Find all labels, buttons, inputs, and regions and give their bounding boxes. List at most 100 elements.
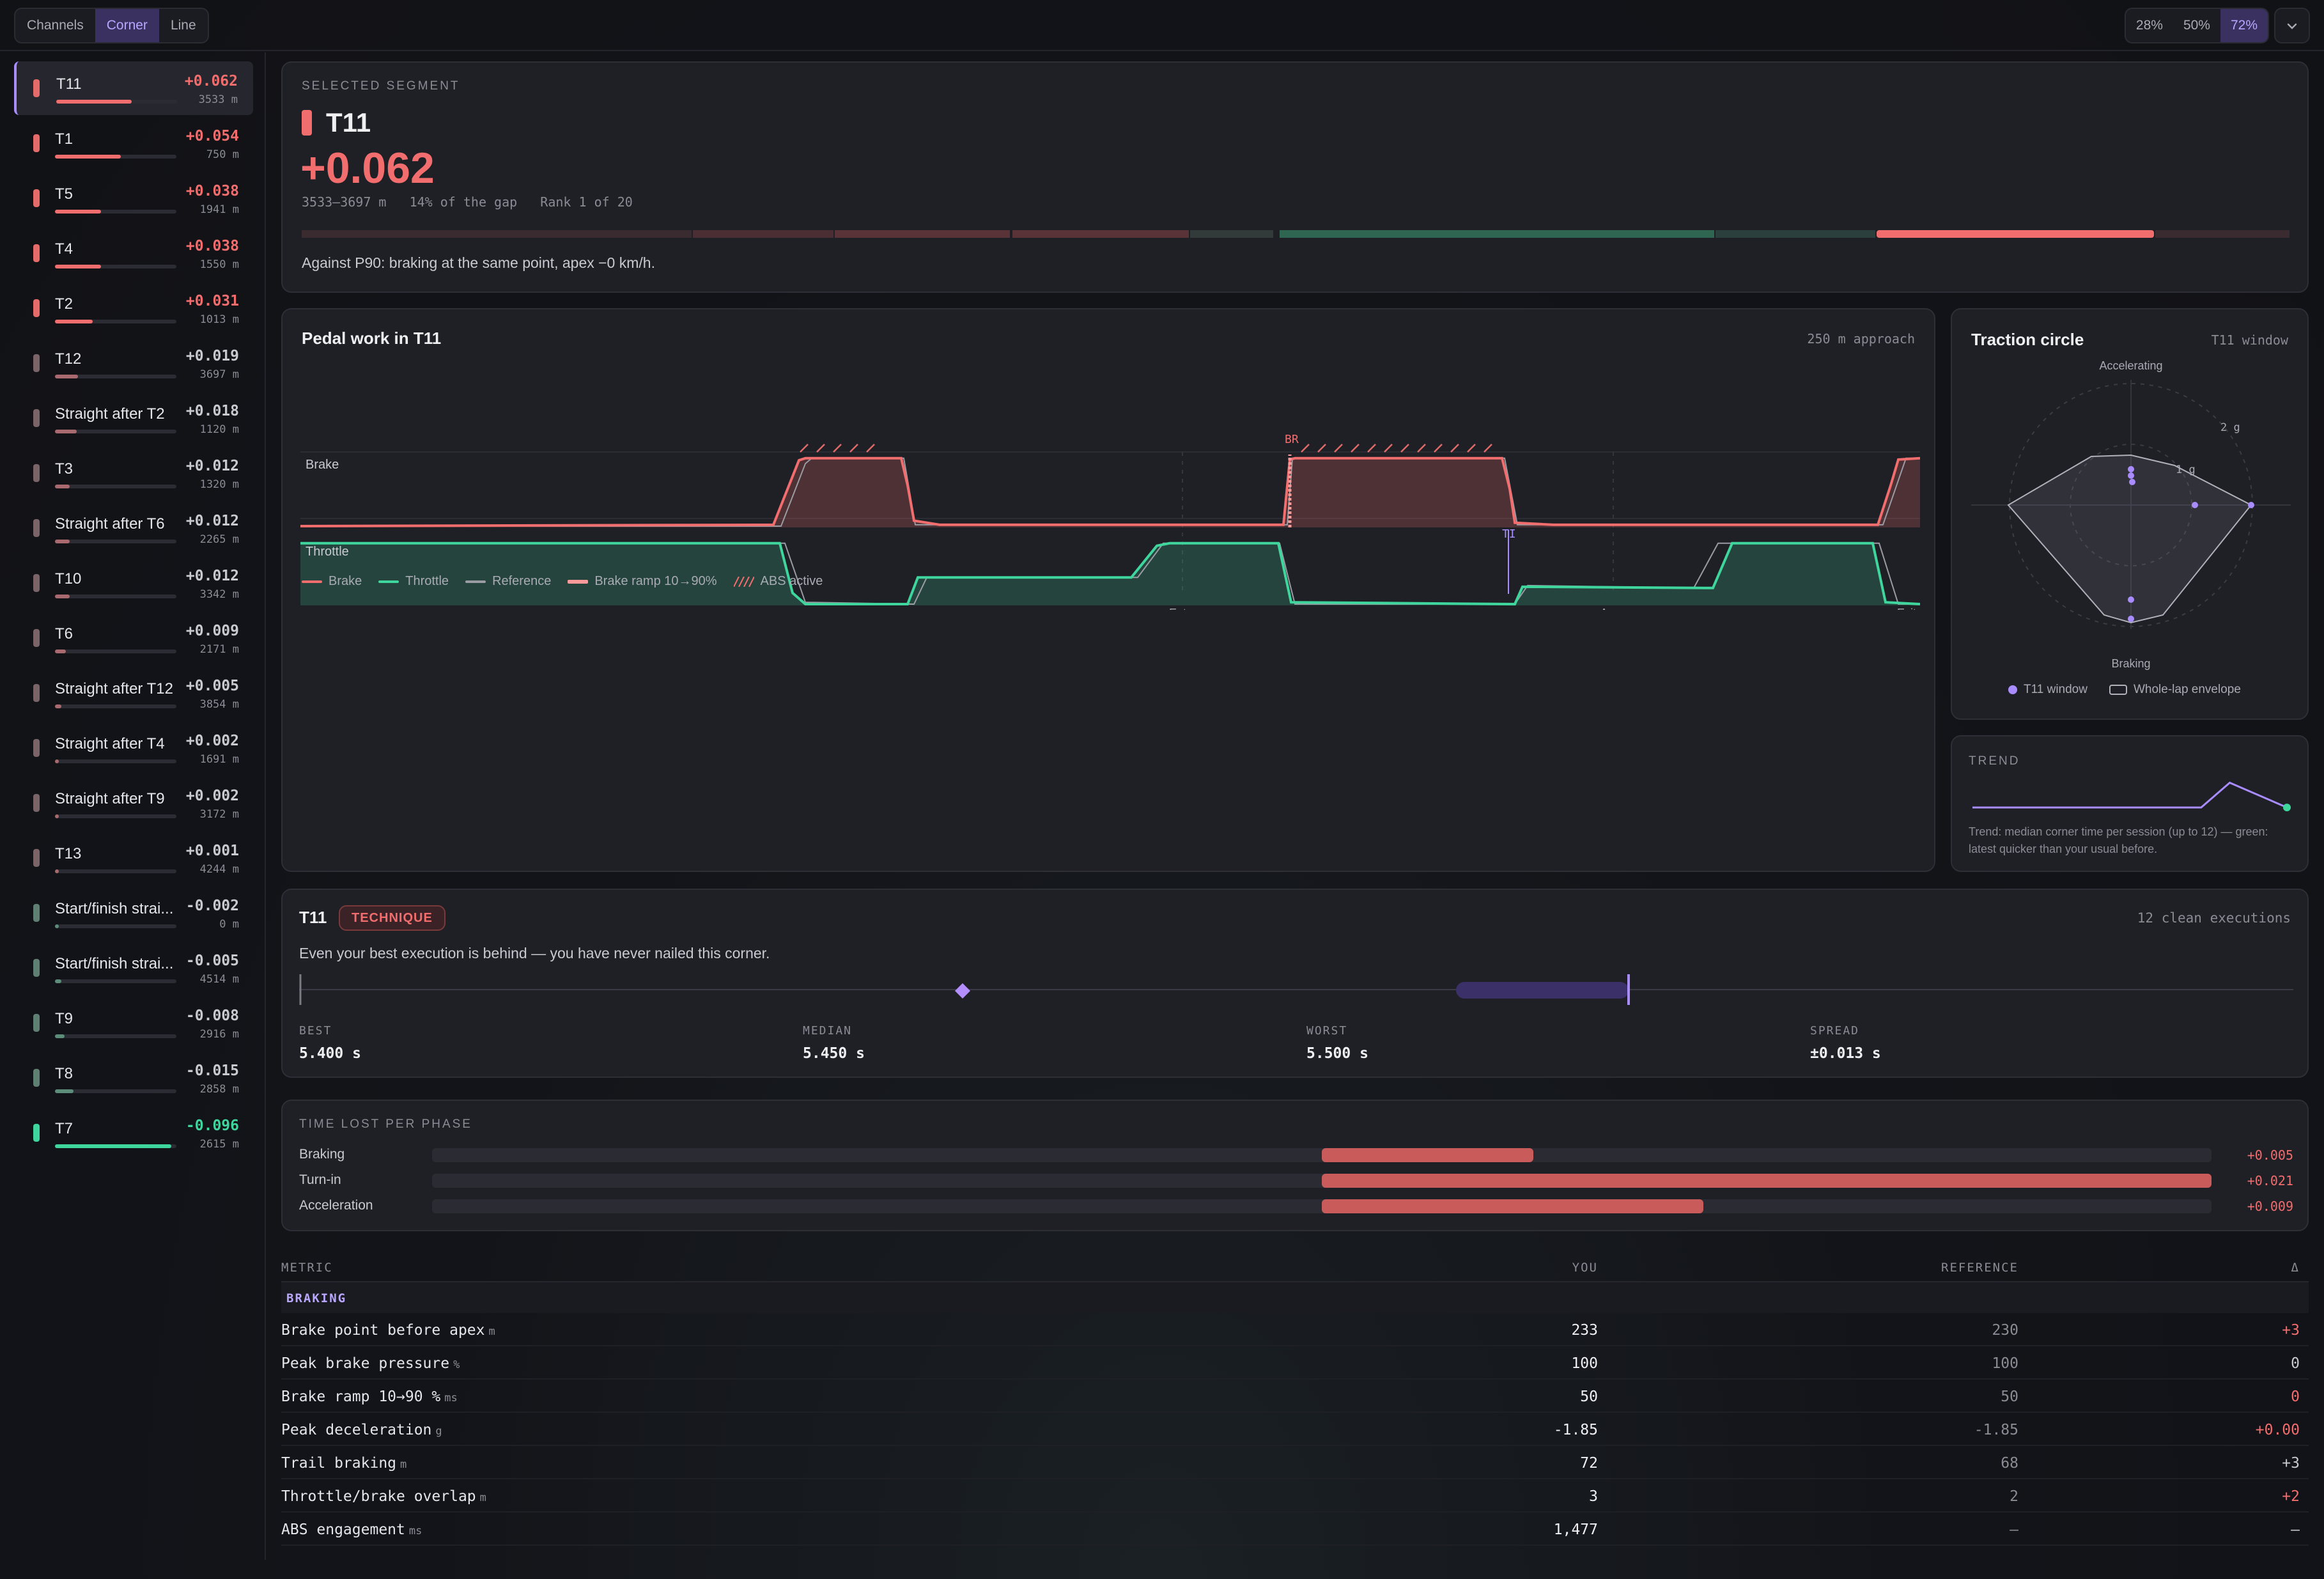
view-mode-line[interactable]: Line: [170, 18, 196, 33]
segment-range: 3533–3697 m: [302, 194, 387, 210]
corner-item[interactable]: Straight after T9 +0.002 3172 m: [15, 776, 254, 830]
corner-bar-fill: [56, 100, 132, 104]
corner-bar: [55, 1034, 176, 1038]
spread-band: [1456, 982, 1629, 999]
corner-bar: [55, 540, 176, 543]
segment-note: Against P90: braking at the same point, …: [302, 254, 655, 271]
corner-delta: -0.005: [185, 953, 239, 969]
corner-marker: [33, 409, 40, 427]
options-menu-button[interactable]: [2274, 8, 2310, 43]
corner-bar-fill: [55, 1144, 172, 1148]
corner-item[interactable]: T6 +0.009 2171 m: [15, 611, 254, 665]
trend-line: [1972, 781, 2288, 809]
corner-distance: 1320 m: [199, 478, 239, 491]
corner-distance: 3342 m: [199, 588, 239, 601]
traction-legend: T11 window Whole-lap envelope: [2008, 683, 2241, 697]
metric-row: Peak brake pressure% 100 100 0: [281, 1346, 2309, 1380]
metric-name: Brake point before apex m: [281, 1322, 495, 1339]
corner-bar-fill: [55, 595, 70, 598]
corner-bar-fill: [55, 759, 59, 763]
metric-name: Peak deceleration g: [281, 1422, 442, 1438]
abs-hatch: [1367, 444, 1376, 453]
corner-item[interactable]: Straight after T4 +0.002 1691 m: [15, 721, 254, 775]
corner-item[interactable]: T9 -0.008 2916 m: [15, 996, 254, 1050]
technique-corner: T11: [299, 908, 327, 927]
stat-median: MEDIAN 5.450 s: [803, 1024, 865, 1062]
metric-reference: 50: [2001, 1388, 2018, 1405]
abs-hatch: [1467, 444, 1476, 453]
corner-item[interactable]: Start/finish strai... -0.002 0 m: [15, 886, 254, 940]
corner-item[interactable]: Straight after T6 +0.012 2265 m: [15, 501, 254, 555]
col-reference: REFERENCE: [1941, 1261, 2018, 1275]
corner-item[interactable]: Start/finish strai... -0.005 4514 m: [15, 941, 254, 995]
corner-marker: [33, 1069, 40, 1087]
strip-segment: [1877, 230, 2154, 238]
corner-marker: [33, 959, 40, 977]
corner-bar-fill: [55, 979, 61, 983]
phase-value: +0.005: [2247, 1147, 2293, 1163]
abs-hatch-icon: [732, 576, 755, 587]
corner-name: Straight after T6: [55, 515, 165, 533]
corner-bar: [55, 1144, 176, 1148]
strip-segment: [835, 230, 1010, 238]
corner-item[interactable]: T4 +0.038 1550 m: [15, 226, 254, 280]
phase-label: Exit: [1897, 607, 1916, 610]
corner-item[interactable]: T1 +0.054 750 m: [15, 116, 254, 170]
median-marker: [955, 983, 970, 999]
legend-abs: ABS active: [732, 574, 823, 589]
legend-reference: Reference: [465, 574, 551, 589]
ring-label-2g: 2 g: [2220, 421, 2240, 434]
corner-distance: 2615 m: [199, 1138, 239, 1151]
corner-item[interactable]: T12 +0.019 3697 m: [15, 336, 254, 390]
corner-marker: [33, 299, 40, 317]
corner-item[interactable]: T7 -0.096 2615 m: [15, 1106, 254, 1160]
corner-distance: 1120 m: [199, 423, 239, 436]
phase-label: Turn-in: [299, 1172, 341, 1187]
metric-you: 100: [1571, 1355, 1598, 1372]
corner-item[interactable]: T13 +0.001 4244 m: [15, 831, 254, 885]
zoom-28[interactable]: 28%: [2135, 18, 2163, 33]
phase-value: +0.009: [2247, 1199, 2293, 1214]
metric-row: ABS engagement ms 1,477 — —: [281, 1513, 2309, 1546]
corner-item[interactable]: T5 +0.038 1941 m: [15, 171, 254, 225]
corner-bar: [55, 1089, 176, 1093]
abs-hatch: [1450, 444, 1459, 453]
selected-segment-panel: SELECTED SEGMENT T11 +0.062 3533–3697 m …: [281, 61, 2309, 293]
phase-track: [432, 1199, 2212, 1213]
strip-segment: [1716, 230, 1875, 238]
trend-latest-point: [2283, 804, 2291, 812]
view-mode-channels[interactable]: Channels: [27, 18, 84, 33]
zoom-50[interactable]: 50%: [2183, 18, 2210, 33]
segment-heading: SELECTED SEGMENT: [302, 79, 460, 93]
corner-bar-fill: [55, 814, 59, 818]
traction-title: Traction circle: [1971, 330, 2084, 349]
corner-item[interactable]: T8 -0.015 2858 m: [15, 1051, 254, 1105]
legend-brake-ramp: Brake ramp 10→90%: [568, 574, 717, 589]
corner-distance: 1691 m: [199, 753, 239, 766]
corner-item[interactable]: Straight after T2 +0.018 1120 m: [15, 391, 254, 445]
pedal-legend: Brake Throttle Reference Brake ramp 10→9…: [302, 574, 823, 589]
phase-row: Acceleration +0.009: [299, 1197, 2293, 1216]
corner-name: Straight after T12: [55, 680, 173, 697]
metric-you: 3: [1589, 1488, 1598, 1505]
zoom-72[interactable]: 72%: [2220, 9, 2268, 42]
corner-item[interactable]: T10 +0.012 3342 m: [15, 556, 254, 610]
corner-item[interactable]: T3 +0.012 1320 m: [15, 446, 254, 500]
corner-item[interactable]: Straight after T12 +0.005 3854 m: [15, 666, 254, 720]
corner-distance: 2858 m: [199, 1083, 239, 1096]
corner-distance: 2916 m: [199, 1028, 239, 1041]
corner-marker: [33, 134, 40, 152]
metric-unit: ms: [444, 1392, 458, 1404]
abs-hatch: [866, 444, 875, 453]
corner-bar-fill: [55, 210, 102, 214]
brake-area: [300, 458, 1920, 527]
corner-item[interactable]: T2 +0.031 1013 m: [15, 281, 254, 335]
corner-item[interactable]: T11 +0.062 3533 m: [14, 61, 253, 115]
corner-delta: +0.038: [185, 183, 239, 199]
stat-best: BEST 5.400 s: [299, 1024, 361, 1062]
view-mode-corner[interactable]: Corner: [95, 9, 159, 42]
metric-name: Peak brake pressure%: [281, 1355, 460, 1372]
metric-name: ABS engagement ms: [281, 1521, 422, 1538]
corner-bar: [55, 595, 176, 598]
phase-label: Entry: [1169, 607, 1196, 610]
